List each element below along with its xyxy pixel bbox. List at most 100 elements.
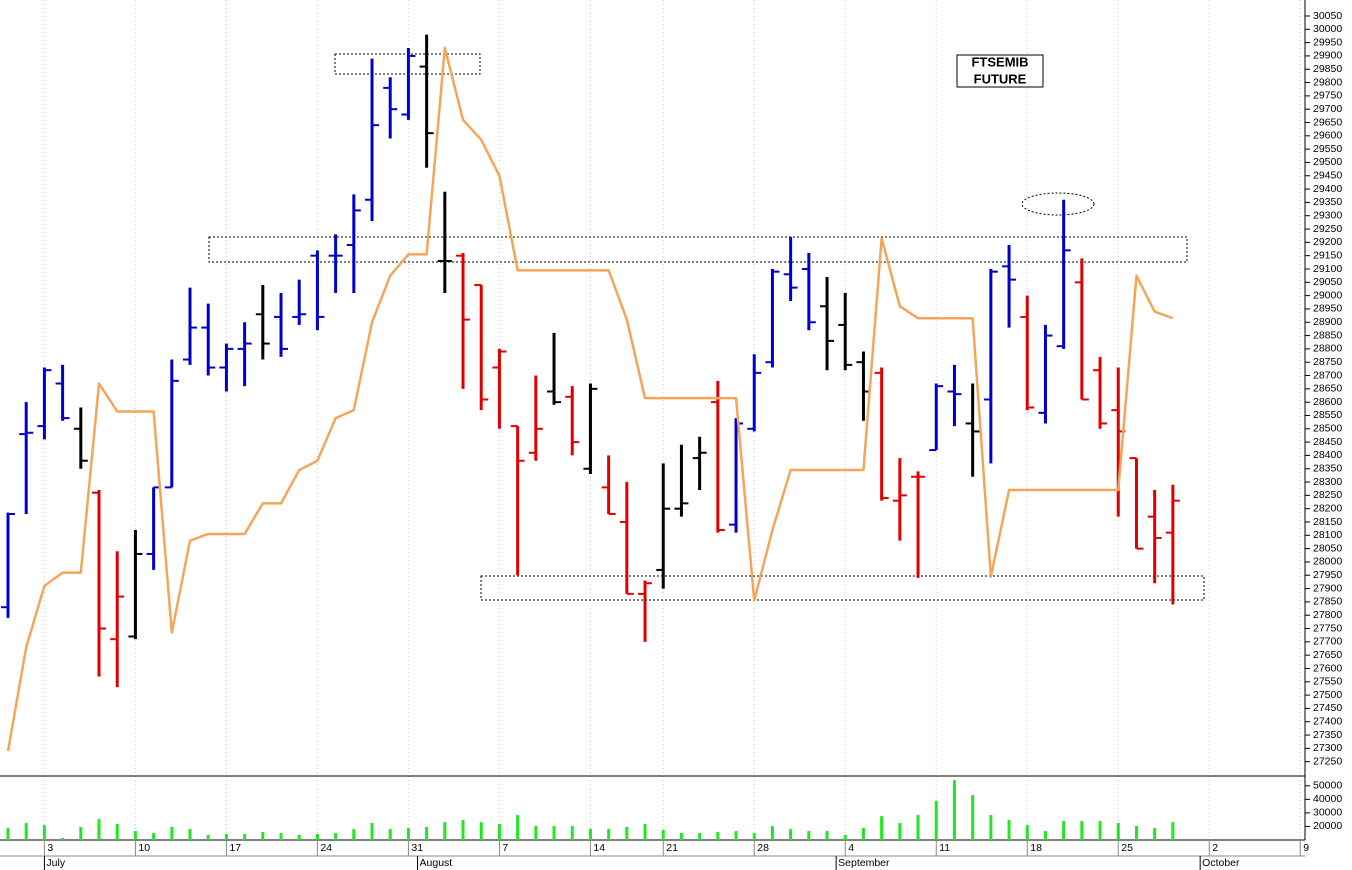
y-tick-label: 28050 bbox=[1313, 542, 1342, 554]
y-tick-label: 27550 bbox=[1313, 676, 1342, 688]
volume-bar bbox=[261, 832, 265, 840]
y-tick-label: 29750 bbox=[1313, 90, 1342, 102]
volume-bar bbox=[279, 833, 283, 840]
volume-bar bbox=[206, 834, 210, 840]
volume-bar bbox=[61, 837, 65, 840]
volume-bar bbox=[625, 826, 629, 840]
volume-bar bbox=[698, 833, 702, 840]
x-tick-label: 4 bbox=[848, 842, 854, 854]
volume-bar bbox=[1043, 831, 1047, 840]
x-tick-label: 2 bbox=[1212, 842, 1218, 854]
volume-bar bbox=[479, 822, 483, 840]
volume-bar bbox=[1062, 821, 1066, 840]
y-tick-label: 29050 bbox=[1313, 276, 1342, 288]
y-tick-label: 29250 bbox=[1313, 223, 1342, 235]
y-tick-label: 29600 bbox=[1313, 130, 1342, 142]
y-tick-label: 28800 bbox=[1313, 343, 1342, 355]
y-tick-label: 28600 bbox=[1313, 396, 1342, 408]
y-tick-label: 27950 bbox=[1313, 569, 1342, 581]
highlight-ellipse bbox=[1021, 192, 1095, 216]
volume-bar bbox=[843, 834, 847, 840]
y-tick-label: 28950 bbox=[1313, 303, 1342, 315]
volume-bar bbox=[497, 824, 501, 840]
volume-bar bbox=[661, 829, 665, 840]
volume-bar bbox=[825, 831, 829, 840]
range-box bbox=[480, 575, 1205, 601]
volume-bar bbox=[461, 820, 465, 840]
indicator-line bbox=[6, 46, 1174, 752]
y-tick-label: 28850 bbox=[1313, 329, 1342, 341]
y-tick-label: 28450 bbox=[1313, 436, 1342, 448]
x-tick-label: 9 bbox=[1303, 842, 1309, 854]
y-tick-label: 28700 bbox=[1313, 369, 1342, 381]
y-tick-label: 29550 bbox=[1313, 143, 1342, 155]
volume-bar bbox=[6, 828, 10, 840]
y-tick-label: 28650 bbox=[1313, 383, 1342, 395]
volume-bar bbox=[133, 831, 137, 840]
volume-bar bbox=[188, 829, 192, 840]
x-tick-label: 14 bbox=[593, 842, 605, 854]
y-tick-label: 29450 bbox=[1313, 170, 1342, 182]
volume-bar bbox=[388, 829, 392, 840]
x-tick-label: 3 bbox=[47, 842, 53, 854]
x-tick-label: 24 bbox=[320, 842, 332, 854]
volume-bar bbox=[170, 826, 174, 840]
volume-bar bbox=[1080, 821, 1084, 840]
volume-bar bbox=[643, 824, 647, 840]
volume-bar bbox=[42, 825, 46, 840]
volume-bar bbox=[115, 824, 119, 840]
volume-bar bbox=[770, 826, 774, 840]
range-box bbox=[208, 236, 1188, 263]
y-tick-label: 27400 bbox=[1313, 716, 1342, 728]
volume-bar bbox=[1134, 826, 1138, 840]
volume-bar bbox=[934, 801, 938, 840]
y-tick-label: 29400 bbox=[1313, 183, 1342, 195]
volume-bar bbox=[570, 826, 574, 840]
volume-bar bbox=[352, 829, 356, 840]
y-tick-label: 20000 bbox=[1313, 820, 1342, 832]
volume-bar bbox=[898, 823, 902, 840]
volume-bar bbox=[425, 826, 429, 840]
y-tick-label: 27800 bbox=[1313, 609, 1342, 621]
y-tick-label: 27850 bbox=[1313, 596, 1342, 608]
volume-bar bbox=[552, 826, 556, 840]
y-tick-label: 29700 bbox=[1313, 103, 1342, 115]
volume-bar bbox=[243, 834, 247, 840]
y-tick-label: 29200 bbox=[1313, 236, 1342, 248]
volume-bar bbox=[1007, 820, 1011, 840]
y-tick-label: 27650 bbox=[1313, 649, 1342, 661]
volume-bar bbox=[880, 816, 884, 840]
volume-bar bbox=[24, 823, 28, 840]
chart-title: FUTURE bbox=[974, 71, 1027, 86]
y-tick-label: 29800 bbox=[1313, 76, 1342, 88]
volume-bar bbox=[406, 828, 410, 840]
y-tick-label: 29350 bbox=[1313, 196, 1342, 208]
y-tick-label: 29300 bbox=[1313, 210, 1342, 222]
volume-bar bbox=[1171, 822, 1175, 840]
volume-bar bbox=[1098, 821, 1102, 840]
volume-bar bbox=[1116, 823, 1120, 840]
volume-bar bbox=[989, 815, 993, 840]
x-tick-label: 17 bbox=[229, 842, 241, 854]
y-tick-label: 50000 bbox=[1313, 780, 1342, 792]
volume-bar bbox=[916, 815, 920, 840]
volume-bar bbox=[315, 834, 319, 840]
volume-bar bbox=[716, 832, 720, 840]
y-tick-label: 29950 bbox=[1313, 36, 1342, 48]
month-label: July bbox=[46, 857, 65, 869]
y-tick-label: 29650 bbox=[1313, 116, 1342, 128]
y-tick-label: 27450 bbox=[1313, 702, 1342, 714]
y-tick-label: 29100 bbox=[1313, 263, 1342, 275]
chart-title: FTSEMIB bbox=[971, 54, 1028, 69]
volume-bar bbox=[734, 831, 738, 840]
title-box bbox=[956, 54, 1044, 88]
volume-bar bbox=[297, 834, 301, 840]
y-tick-label: 29500 bbox=[1313, 156, 1342, 168]
volume-bar bbox=[534, 826, 538, 840]
y-tick-label: 30000 bbox=[1313, 23, 1342, 35]
x-tick-label: 21 bbox=[666, 842, 678, 854]
volume-bar bbox=[1025, 825, 1029, 840]
y-tick-label: 28350 bbox=[1313, 463, 1342, 475]
